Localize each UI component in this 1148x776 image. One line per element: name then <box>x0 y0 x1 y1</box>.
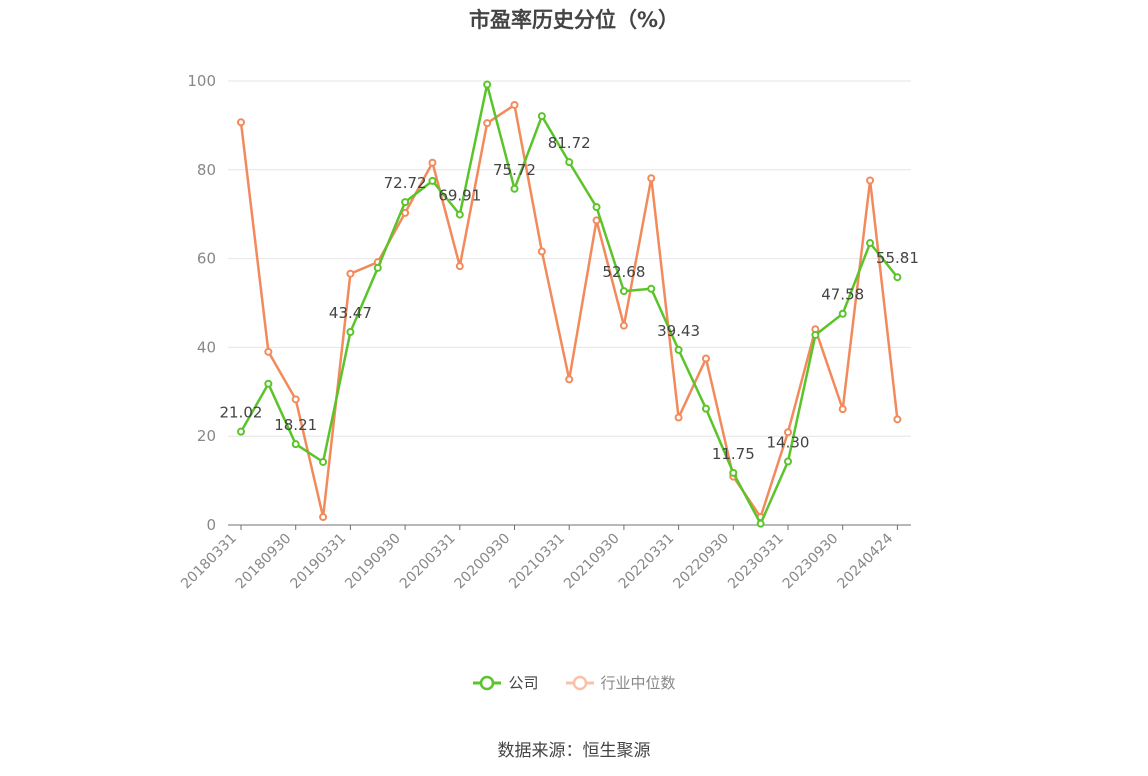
x-tick-label: 20230930 <box>780 531 842 593</box>
data-point <box>619 287 628 296</box>
data-point <box>674 345 683 354</box>
data-point <box>592 203 601 212</box>
data-point <box>784 428 792 437</box>
series-layer <box>237 80 902 528</box>
data-point <box>346 327 355 336</box>
data-point <box>537 112 546 121</box>
data-label: 69.91 <box>438 187 481 205</box>
data-label: 72.72 <box>384 174 427 192</box>
x-tick-label: 20210331 <box>506 531 568 593</box>
data-point <box>401 208 410 217</box>
data-point <box>428 158 437 167</box>
data-point <box>510 100 519 109</box>
data-point <box>455 262 464 271</box>
line-chart: 0 20 40 60 80 100 2018033120180930201903312019… <box>178 72 919 592</box>
x-tick-label: 20190930 <box>342 531 404 593</box>
legend-marker-icon <box>565 675 594 690</box>
data-label: 11.75 <box>712 445 755 463</box>
data-point <box>619 321 628 330</box>
x-tick-label: 20240424 <box>835 530 897 592</box>
data-label: 21.02 <box>220 404 263 422</box>
data-point <box>592 216 601 225</box>
data-point <box>291 395 300 404</box>
y-tick-label: 80 <box>197 161 216 179</box>
data-labels: 21.02 18.21 43.47 72.72 69.91 75.72 81.72 52.68… <box>220 134 919 463</box>
y-tick-label: 40 <box>197 338 216 356</box>
data-point <box>237 427 245 436</box>
data-point <box>838 405 847 414</box>
data-point <box>674 413 683 422</box>
data-point <box>483 119 492 128</box>
data-point <box>510 184 519 193</box>
x-tick-label: 20210930 <box>561 531 623 593</box>
x-tick-label: 20230331 <box>725 531 787 593</box>
x-tick-label: 20200930 <box>452 531 514 593</box>
data-point <box>237 118 245 127</box>
legend-item-industry[interactable]: 行业中位数 <box>565 672 676 693</box>
data-point <box>784 457 792 466</box>
x-tick-label: 20180930 <box>233 531 295 593</box>
legend: 公司 行业中位数 <box>0 672 1148 693</box>
data-point <box>319 457 328 466</box>
data-point <box>893 273 902 282</box>
data-point <box>701 404 710 413</box>
x-tick-label: 20180331 <box>178 531 240 593</box>
data-point <box>455 210 464 219</box>
data-label: 39.43 <box>657 322 700 340</box>
chart-title: 市盈率历史分位（%） <box>468 8 680 32</box>
data-label: 47.58 <box>821 286 864 304</box>
data-point <box>264 347 273 356</box>
data-point <box>565 375 574 384</box>
data-label: 52.68 <box>602 263 645 281</box>
data-point <box>893 415 902 424</box>
data-point <box>647 284 656 293</box>
data-point <box>264 379 273 388</box>
data-label: 18.21 <box>274 416 317 434</box>
y-tick-label: 0 <box>206 516 216 534</box>
x-tick-label: 20220930 <box>670 531 732 593</box>
data-label: 14.30 <box>767 434 810 452</box>
data-point <box>866 176 875 185</box>
data-point <box>483 80 492 89</box>
data-point <box>647 174 656 183</box>
data-point <box>319 513 328 522</box>
data-point <box>866 239 875 248</box>
data-point <box>838 309 847 318</box>
data-point <box>428 176 437 185</box>
data-label: 81.72 <box>548 134 591 152</box>
y-tick-label: 60 <box>197 250 216 268</box>
data-label: 55.81 <box>876 249 919 267</box>
data-point <box>401 198 410 207</box>
axes: 0 20 40 60 80 100 2018033120180930201903312019… <box>178 72 911 592</box>
x-tick-label: 20200331 <box>397 531 459 593</box>
y-tick-label: 100 <box>187 72 216 90</box>
data-point <box>537 247 546 256</box>
data-point <box>565 158 574 167</box>
data-point <box>373 263 382 272</box>
data-point <box>729 468 738 477</box>
data-point <box>291 440 300 449</box>
legend-label: 公司 <box>508 674 539 692</box>
data-point <box>756 519 765 528</box>
data-label: 75.72 <box>493 161 536 179</box>
x-tick-label: 20190331 <box>288 531 350 593</box>
data-point <box>811 330 820 339</box>
legend-item-company[interactable]: 公司 <box>472 672 539 693</box>
data-point <box>346 269 355 278</box>
x-tick-label: 20220331 <box>616 531 678 593</box>
legend-label: 行业中位数 <box>600 674 676 692</box>
y-tick-label: 20 <box>197 427 216 445</box>
source-note: 数据来源：恒生聚源 <box>497 741 651 761</box>
data-label: 43.47 <box>329 304 372 322</box>
data-point <box>701 354 710 363</box>
legend-marker-icon <box>473 675 502 690</box>
